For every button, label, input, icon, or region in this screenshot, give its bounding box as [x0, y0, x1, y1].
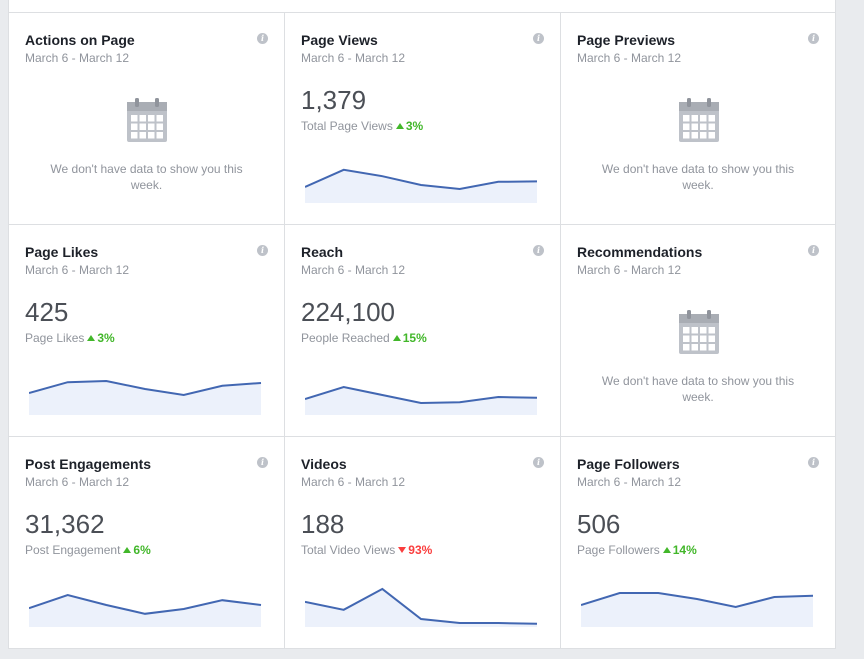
info-icon[interactable]: i	[533, 457, 544, 468]
sparkline-chart	[29, 379, 262, 415]
change-percent: 14%	[672, 543, 697, 557]
metric-label: Total Video Views	[301, 543, 396, 557]
metric-label-row: Post Engagement 6%	[25, 543, 151, 557]
metric-value: 425	[25, 297, 69, 327]
card-title[interactable]: Recommendations	[577, 244, 703, 260]
triangle-down-icon	[398, 546, 407, 553]
card-title[interactable]: Actions on Page	[25, 32, 135, 48]
info-icon[interactable]: i	[808, 245, 819, 256]
sparkline-line	[29, 379, 262, 397]
card-title[interactable]: Page Previews	[577, 32, 676, 48]
sparkline-line	[29, 593, 262, 615]
info-icon[interactable]: i	[533, 33, 544, 44]
card-date-range: March 6 - March 12	[301, 51, 406, 65]
card-post-engagements[interactable]: Post Engagements March 6 - March 12 i 31,36…	[9, 437, 284, 648]
sparkline-area	[29, 595, 261, 627]
info-icon[interactable]: i	[808, 33, 819, 44]
metric-label: People Reached	[301, 331, 390, 345]
sparkline-area	[305, 169, 537, 203]
card-title[interactable]: Videos	[301, 456, 347, 472]
metric-value: 224,100	[301, 297, 395, 327]
sparkline-area	[305, 387, 537, 415]
sparkline-chart	[305, 168, 538, 203]
card-title[interactable]: Post Engagements	[25, 456, 152, 472]
calendar-icon	[127, 98, 167, 142]
card-actions-on-page[interactable]: Actions on Page March 6 - March 12 i We don…	[9, 13, 284, 224]
change-percent: 93%	[408, 543, 433, 557]
sparkline-line	[305, 385, 538, 405]
triangle-up-icon	[392, 334, 401, 341]
metric-value: 31,362	[25, 509, 105, 539]
card-title[interactable]: Page Followers	[577, 456, 680, 472]
card-date-range: March 6 - March 12	[577, 475, 682, 489]
triangle-up-icon	[123, 546, 132, 553]
card-date-range: March 6 - March 12	[25, 475, 130, 489]
metric-label: Post Engagement	[25, 543, 121, 557]
metric-label-row: People Reached 15%	[301, 331, 427, 345]
card-date-range: March 6 - March 12	[25, 51, 130, 65]
triangle-up-icon	[662, 546, 671, 553]
card-page-followers[interactable]: Page Followers March 6 - March 12 i 506 Page…	[561, 437, 835, 648]
info-icon[interactable]: i	[533, 245, 544, 256]
card-videos[interactable]: Videos March 6 - March 12 i 188 Total Video …	[285, 437, 560, 648]
triangle-up-icon	[395, 122, 404, 129]
sparkline-chart	[305, 587, 538, 627]
info-icon[interactable]: i	[257, 245, 268, 256]
metric-label: Page Likes	[25, 331, 85, 345]
metric-label: Page Followers	[577, 543, 660, 557]
calendar-icon	[679, 98, 719, 142]
metric-label-row: Total Video Views 93%	[301, 543, 432, 557]
card-page-previews[interactable]: Page Previews March 6 - March 12 i We don't…	[561, 13, 835, 224]
sparkline-line	[305, 587, 538, 625]
card-date-range: March 6 - March 12	[301, 475, 406, 489]
empty-state-message: We don't have data to show you this week…	[50, 162, 243, 192]
metric-label-row: Total Page Views 3%	[301, 119, 423, 133]
card-reach[interactable]: Reach March 6 - March 12 i 224,100 People Re…	[285, 225, 560, 436]
card-title[interactable]: Page Likes	[25, 244, 99, 260]
info-icon[interactable]: i	[257, 33, 268, 44]
page-margin	[836, 0, 864, 659]
top-strip	[8, 0, 836, 12]
change-percent: 15%	[402, 331, 427, 345]
card-title[interactable]: Page Views	[301, 32, 378, 48]
card-title[interactable]: Reach	[301, 244, 344, 260]
insights-grid: Actions on Page March 6 - March 12 i We don…	[8, 12, 836, 649]
card-page-likes[interactable]: Page Likes March 6 - March 12 i 425 Page Lik…	[9, 225, 284, 436]
sparkline-line	[305, 168, 538, 191]
sparkline-area	[29, 381, 261, 415]
info-icon[interactable]: i	[257, 457, 268, 468]
card-page-views[interactable]: Page Views March 6 - March 12 i 1,379 Total …	[285, 13, 560, 224]
metric-value: 506	[577, 509, 621, 539]
card-recommendations[interactable]: Recommendations March 6 - March 12 i We don…	[561, 225, 835, 436]
triangle-up-icon	[87, 334, 96, 341]
calendar-icon	[679, 310, 719, 354]
sparkline-area	[305, 589, 537, 627]
info-icon[interactable]: i	[808, 457, 819, 468]
metric-label-row: Page Likes 3%	[25, 331, 115, 345]
card-date-range: March 6 - March 12	[577, 51, 682, 65]
sparkline-area	[581, 593, 813, 627]
sparkline-chart	[305, 385, 538, 415]
change-percent: 3%	[405, 119, 424, 133]
metric-value: 188	[301, 509, 345, 539]
metric-value: 1,379	[301, 85, 367, 115]
sparkline-line	[581, 592, 814, 609]
card-date-range: March 6 - March 12	[577, 263, 682, 277]
sparkline-chart	[29, 593, 262, 627]
empty-state-message: We don't have data to show you this week…	[601, 162, 795, 192]
metric-label-row: Page Followers 14%	[577, 543, 697, 557]
card-date-range: March 6 - March 12	[25, 263, 130, 277]
sparkline-chart	[581, 592, 814, 627]
metric-label: Total Page Views	[301, 119, 393, 133]
empty-state-message: We don't have data to show you this week…	[601, 374, 795, 404]
change-percent: 6%	[133, 543, 151, 557]
card-date-range: March 6 - March 12	[301, 263, 406, 277]
change-percent: 3%	[97, 331, 115, 345]
